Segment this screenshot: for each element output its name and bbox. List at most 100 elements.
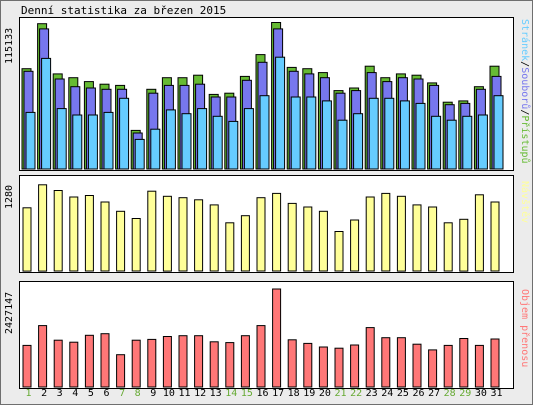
day-label: 25 (396, 388, 409, 399)
visits-bar (334, 231, 344, 272)
pages-bar (150, 128, 161, 170)
visits-bar (287, 202, 297, 272)
day-label: 21 (334, 388, 347, 399)
kbytes-bar (474, 344, 484, 388)
visits-bar (53, 190, 63, 272)
day-label: 18 (287, 388, 300, 399)
pages-bar (134, 138, 145, 170)
day-labels: 1 2 3 4 5 6 7 8 9 10 11 12 13 14 15 16 17 18 19 20 21 22 23 24 2… (1, 388, 532, 402)
day-label: 2 (41, 388, 48, 399)
visits-bar (116, 210, 126, 272)
pages-bar (181, 113, 192, 170)
pages-bar (290, 96, 301, 170)
pages-bar (165, 109, 176, 170)
day-label: 11 (178, 388, 191, 399)
pages-bar (337, 119, 348, 170)
pages-bar (212, 115, 223, 170)
visits-bar (318, 210, 328, 272)
visits-bar (100, 201, 110, 272)
pages-bar (243, 108, 254, 170)
visits-bar (459, 218, 469, 272)
visits-bar (428, 206, 438, 272)
visits-bar (272, 192, 282, 272)
visits-bar (490, 201, 500, 272)
pages-bar (197, 108, 208, 170)
visits-bar (240, 215, 250, 272)
day-label: 28 (443, 388, 456, 399)
day-label: 8 (134, 388, 141, 399)
visits-bar (131, 218, 141, 272)
visits-bar (147, 190, 157, 272)
kbytes-bar (209, 341, 219, 388)
pages-bar (25, 111, 36, 170)
pages-bar (493, 95, 504, 170)
pages-bar (103, 111, 114, 170)
kbytes-bar (22, 344, 32, 388)
kbytes-bar (396, 337, 406, 388)
pages-bar (56, 108, 67, 170)
pages-bar (119, 97, 130, 170)
pages-bar (275, 56, 286, 170)
kbytes-bar (443, 344, 453, 388)
visits-bar (412, 204, 422, 272)
kbytes-bar (303, 342, 313, 388)
kbytes-bar (272, 288, 282, 388)
kbytes-bar (69, 341, 79, 388)
kbytes-bar (412, 343, 422, 388)
visits-bar (443, 222, 453, 272)
kbytes-bar (162, 336, 172, 388)
day-label: 17 (272, 388, 285, 399)
visits-bar (162, 195, 172, 272)
pages-bar (321, 100, 332, 170)
day-label: 15 (240, 388, 253, 399)
visits-bar (381, 192, 391, 272)
pages-bar (41, 57, 52, 170)
kbytes-bar (178, 335, 188, 388)
kbytes-bar (350, 344, 360, 388)
kbytes-bar (334, 347, 344, 388)
visits-bar (84, 195, 94, 272)
visits-bar (365, 196, 375, 272)
pages-bar (384, 97, 395, 170)
day-label: 14 (225, 388, 238, 399)
day-label: 4 (72, 388, 79, 399)
kbytes-bar (225, 342, 235, 388)
kbytes-bar (459, 338, 469, 388)
pages-bar (72, 114, 83, 170)
visits-bar (22, 207, 32, 272)
pages-bar (446, 119, 457, 170)
kbytes-bar (147, 338, 157, 388)
kbytes-bar (287, 339, 297, 388)
day-label: 5 (87, 388, 94, 399)
pages-bar (431, 115, 442, 170)
day-label: 22 (350, 388, 363, 399)
pages-bar (462, 115, 473, 170)
day-label: 30 (474, 388, 487, 399)
visits-bar (225, 222, 235, 272)
pages-bar (353, 113, 364, 170)
kbytes-bar (318, 346, 328, 388)
visits-bar (256, 197, 266, 272)
day-label: 31 (490, 388, 503, 399)
day-label: 1 (25, 388, 32, 399)
visits-bar (178, 197, 188, 272)
chart-title: Denní statistika za březen 2015 (21, 4, 227, 17)
kbytes-bar (194, 335, 204, 388)
kbytes-bar (131, 339, 141, 388)
day-label: 9 (150, 388, 157, 399)
pages-bar (87, 114, 98, 170)
day-label: 20 (318, 388, 331, 399)
visits-bar (38, 184, 48, 272)
day-label: 23 (365, 388, 378, 399)
visits-bar (303, 206, 313, 272)
day-label: 27 (428, 388, 441, 399)
kbytes-bar (381, 337, 391, 388)
pages-bar (368, 97, 379, 170)
day-label: 6 (103, 388, 110, 399)
day-label: 16 (256, 388, 269, 399)
pages-bar (259, 95, 270, 170)
pages-bar (415, 102, 426, 170)
pages-bar (228, 120, 239, 170)
